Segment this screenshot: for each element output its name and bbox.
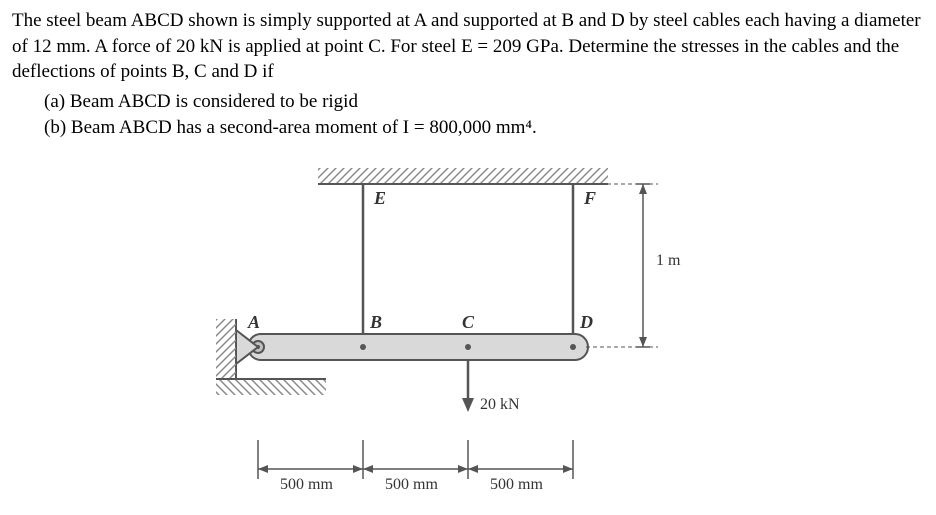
label-D: D [580,312,593,333]
point-B-dot [360,344,366,350]
force-arrow-head [462,398,474,412]
dim-label-BC: 500 mm [385,476,438,494]
point-C-dot [465,344,471,350]
label-F: F [584,188,596,209]
point-D-dot [570,344,576,350]
label-C: C [462,312,474,333]
label-A: A [248,312,260,333]
force-label: 20 kN [480,396,520,414]
diagram-container: E F A B C D 20 kN 500 mm 500 mm 500 mm 1… [12,164,924,504]
dim-label-CD: 500 mm [490,476,543,494]
item-b: (b) Beam ABCD has a second-area moment o… [44,115,924,141]
ceiling-hatch [318,168,608,184]
dim-label-AB: 500 mm [280,476,333,494]
item-a: (a) Beam ABCD is considered to be rigid [44,89,924,115]
label-B: B [370,312,382,333]
dim-label-height: 1 m [656,252,680,270]
ground-hatch-A-floor [216,379,326,395]
ground-hatch-A-wall [216,319,236,379]
diagram-svg [188,164,748,504]
beam [248,334,588,360]
label-E: E [374,188,386,209]
problem-statement: The steel beam ABCD shown is simply supp… [12,8,924,85]
diagram: E F A B C D 20 kN 500 mm 500 mm 500 mm 1… [188,164,748,504]
